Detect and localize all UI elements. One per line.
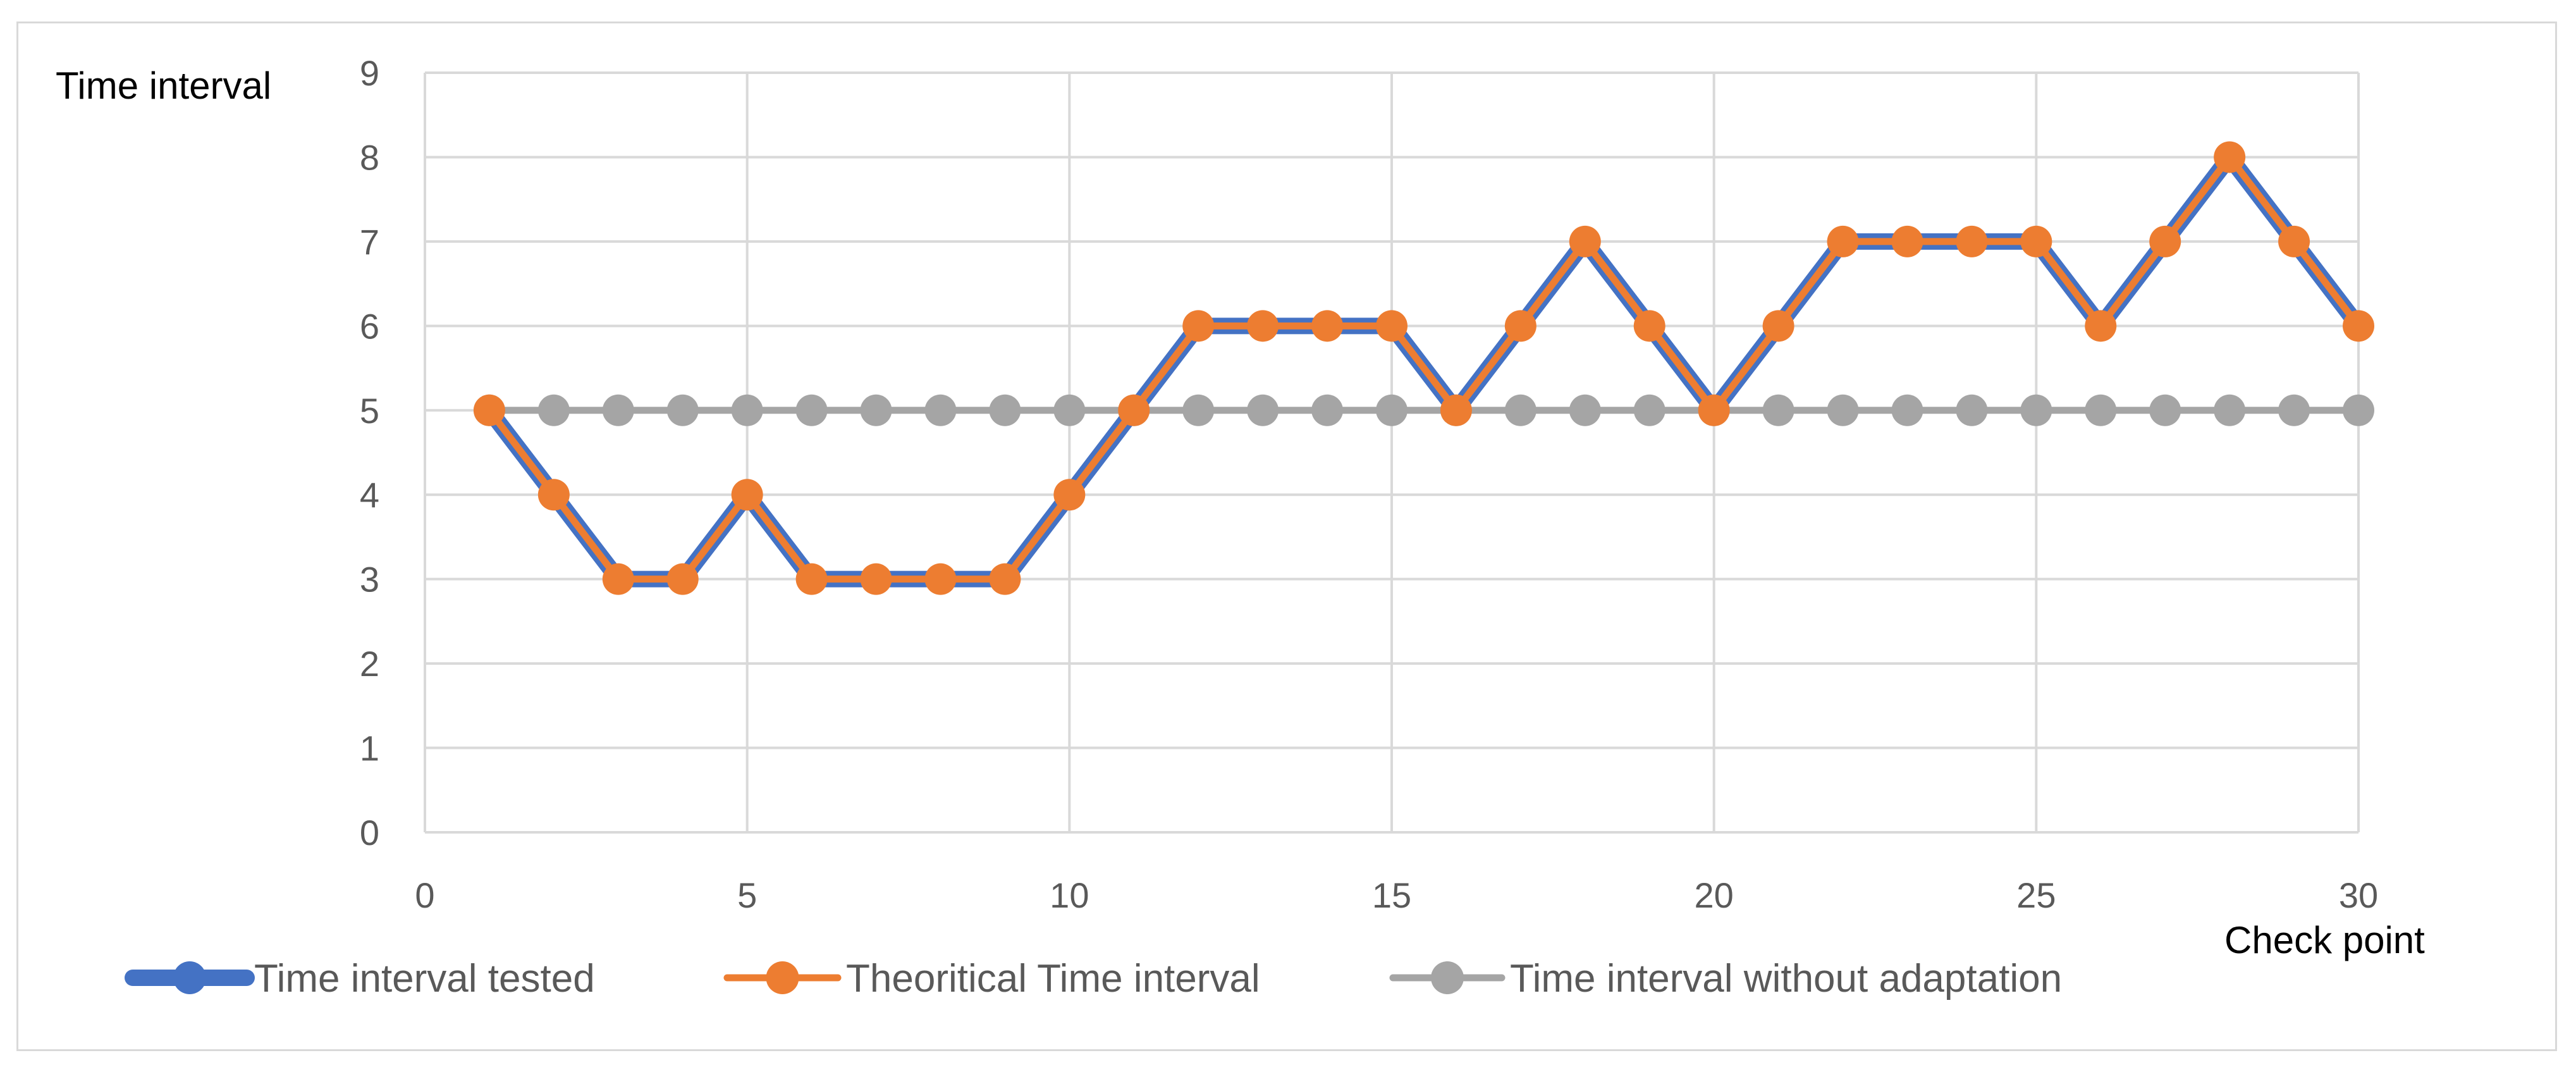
x-tick-label: 20 bbox=[1695, 875, 1734, 915]
data-point bbox=[1762, 394, 1794, 426]
data-point bbox=[924, 563, 957, 595]
x-tick-label: 5 bbox=[737, 875, 757, 915]
legend: Time interval tested Theoritical Time int… bbox=[125, 957, 2062, 1001]
data-point bbox=[860, 563, 892, 595]
data-point bbox=[1762, 310, 1794, 342]
data-point bbox=[2020, 225, 2052, 257]
y-axis-title: Time interval bbox=[56, 65, 271, 107]
series-1 bbox=[473, 141, 2374, 595]
y-tick-label: 5 bbox=[360, 391, 379, 431]
data-point bbox=[666, 394, 699, 426]
data-point bbox=[924, 394, 957, 426]
chart-frame bbox=[16, 22, 2557, 1051]
data-point bbox=[1504, 310, 1536, 342]
data-point bbox=[1569, 394, 1601, 426]
legend-item: Time interval tested bbox=[125, 957, 595, 1001]
data-point bbox=[1053, 394, 1086, 426]
series-layer bbox=[473, 141, 2374, 595]
data-point bbox=[2214, 141, 2246, 173]
data-point bbox=[1311, 310, 1344, 342]
data-point bbox=[1956, 225, 1988, 257]
series-2 bbox=[473, 394, 2374, 426]
data-point bbox=[2214, 394, 2246, 426]
data-point bbox=[1569, 225, 1601, 257]
y-tick-label: 6 bbox=[360, 306, 379, 346]
y-tick-label: 7 bbox=[360, 222, 379, 262]
y-tick-label: 9 bbox=[360, 53, 379, 93]
y-tick-label: 4 bbox=[360, 475, 379, 515]
data-point bbox=[1247, 310, 1279, 342]
x-tick-label: 30 bbox=[2339, 875, 2378, 915]
data-point bbox=[2278, 394, 2310, 426]
data-point bbox=[860, 394, 892, 426]
y-tick-label: 1 bbox=[360, 729, 379, 768]
data-point bbox=[1891, 394, 1923, 426]
data-point bbox=[2149, 394, 2181, 426]
data-point bbox=[1891, 225, 1923, 257]
data-point bbox=[1182, 394, 1215, 426]
legend-item: Theoritical Time interval bbox=[723, 957, 1260, 1001]
data-point bbox=[1440, 394, 1472, 426]
x-tick-label: 10 bbox=[1050, 875, 1089, 915]
y-tick-label: 0 bbox=[360, 813, 379, 853]
data-point bbox=[602, 563, 634, 595]
tick-labels: 0 1 2 3 4 5 6 7 8 9 0 5 10 15 20 25 30 bbox=[360, 53, 2378, 915]
legend-swatch-marker bbox=[766, 961, 799, 994]
data-point bbox=[2149, 225, 2181, 257]
grid bbox=[424, 71, 2360, 834]
data-point bbox=[2278, 225, 2310, 257]
x-tick-label: 0 bbox=[415, 875, 434, 915]
data-point bbox=[1504, 394, 1536, 426]
series-line bbox=[486, 151, 2362, 583]
legend-label: Theoritical Time interval bbox=[846, 957, 1260, 1001]
legend-swatch-marker bbox=[173, 961, 206, 994]
legend-swatch-marker bbox=[1431, 961, 1464, 994]
data-point bbox=[731, 394, 763, 426]
data-point bbox=[1118, 394, 1150, 426]
data-point bbox=[1247, 394, 1279, 426]
data-point bbox=[2085, 310, 2117, 342]
data-point bbox=[1698, 394, 1730, 426]
data-point bbox=[1053, 479, 1086, 511]
data-point bbox=[2343, 310, 2374, 342]
data-point bbox=[989, 563, 1021, 595]
data-point bbox=[1376, 394, 1408, 426]
legend-label: Time interval without adaptation bbox=[1510, 957, 2062, 1001]
data-point bbox=[1633, 394, 1665, 426]
data-point bbox=[2020, 394, 2052, 426]
data-point bbox=[1633, 310, 1665, 342]
data-point bbox=[602, 394, 634, 426]
data-point bbox=[1182, 310, 1215, 342]
data-point bbox=[473, 394, 505, 426]
legend-item: Time interval without adaptation bbox=[1389, 957, 2062, 1001]
y-tick-label: 2 bbox=[360, 644, 379, 684]
data-point bbox=[2085, 394, 2117, 426]
data-point bbox=[989, 394, 1021, 426]
data-point bbox=[537, 479, 570, 511]
data-point bbox=[795, 563, 828, 595]
x-tick-label: 15 bbox=[1372, 875, 1411, 915]
data-point bbox=[731, 479, 763, 511]
x-tick-label: 25 bbox=[2016, 875, 2056, 915]
data-point bbox=[666, 563, 699, 595]
y-tick-label: 8 bbox=[360, 137, 379, 177]
data-point bbox=[795, 394, 828, 426]
data-point bbox=[1311, 394, 1344, 426]
data-point bbox=[2343, 394, 2374, 426]
y-tick-label: 3 bbox=[360, 560, 379, 600]
data-point bbox=[1376, 310, 1408, 342]
data-point bbox=[537, 394, 570, 426]
x-axis-title: Check point bbox=[2224, 919, 2425, 961]
data-point bbox=[1827, 225, 1859, 257]
legend-label: Time interval tested bbox=[254, 957, 595, 1001]
data-point bbox=[1956, 394, 1988, 426]
data-point bbox=[1827, 394, 1859, 426]
